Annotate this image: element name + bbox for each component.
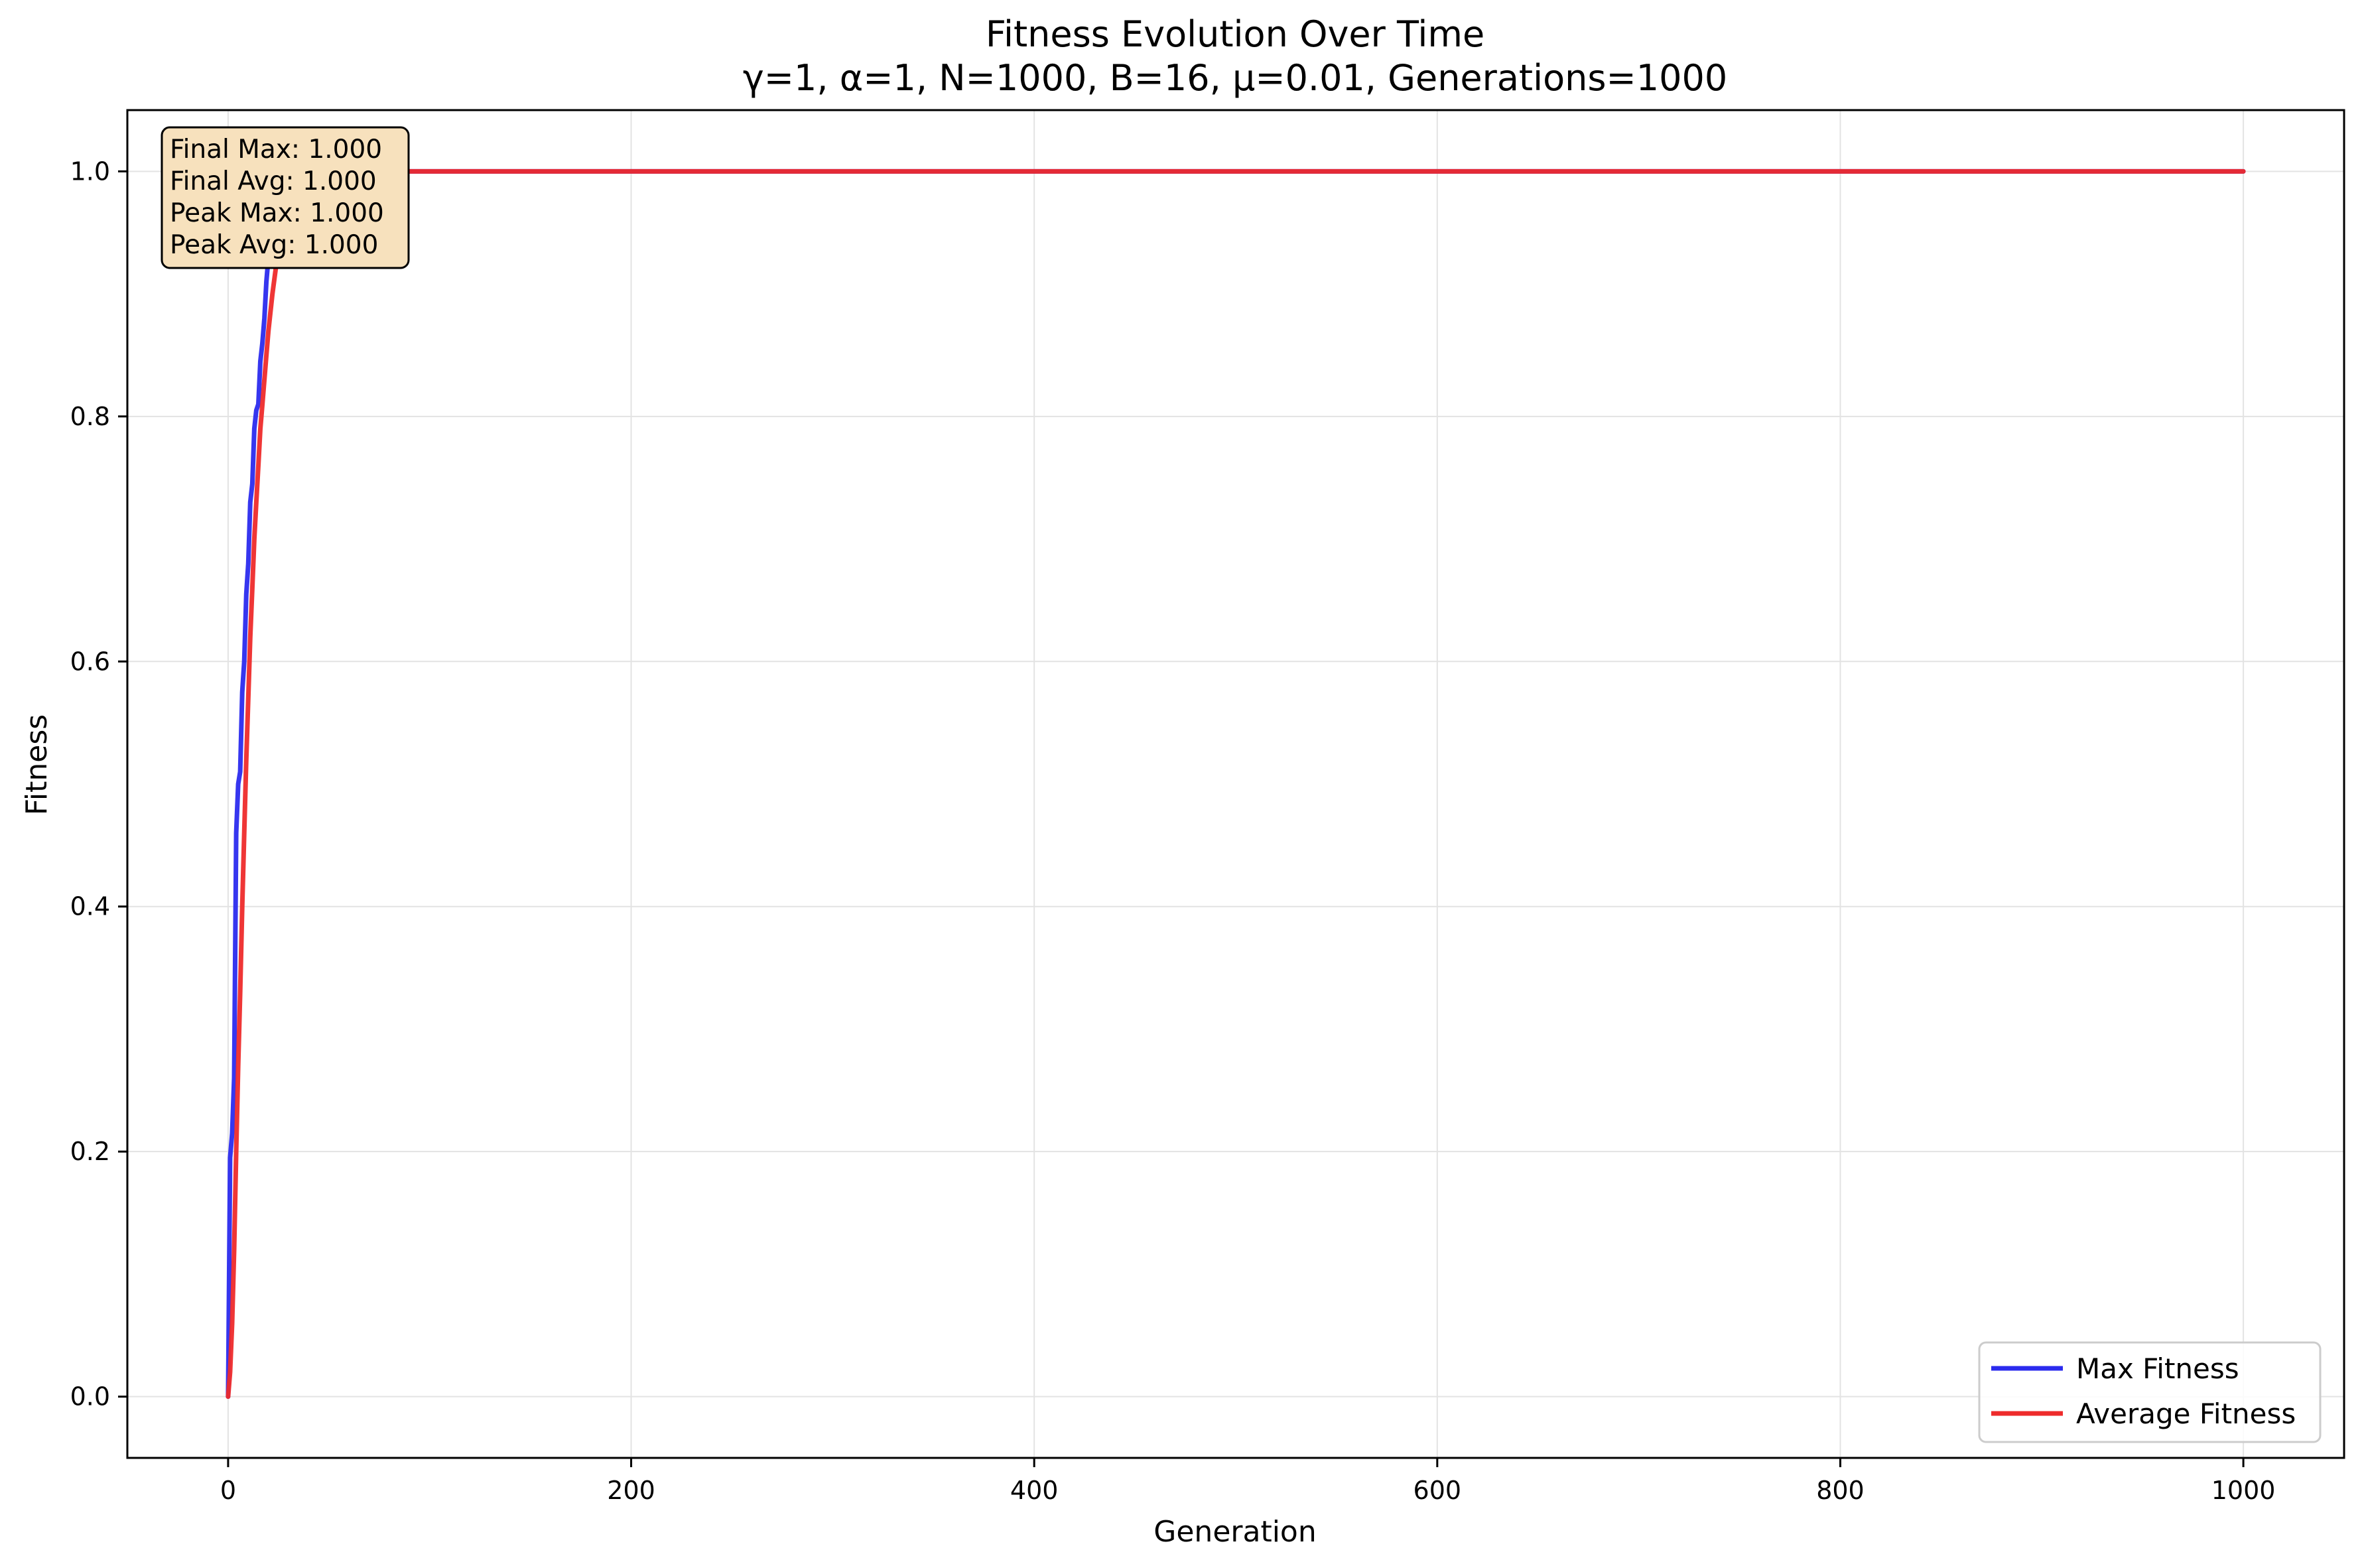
stats-box: Final Max: 1.000 Final Avg: 1.000 Peak M… [161,126,410,269]
legend-label-max-fitness: Max Fitness [2076,1352,2239,1385]
x-tick-label: 800 [1816,1476,1865,1505]
axis-ticks: 0 200 400 600 800 1000 0.0 0.2 0.4 0.6 0.8 1.0 [70,157,2276,1505]
y-tick-label: 0.0 [70,1382,110,1411]
x-axis-label: Generation [1153,1515,1316,1549]
plot-area-frame [126,109,2345,1459]
y-tick-label: 0.2 [70,1137,110,1166]
stats-peak-avg: Peak Avg: 1.000 [170,230,378,260]
chart-subtitle: γ=1, α=1, N=1000, B=16, μ=0.01, Generati… [743,57,1727,99]
stats-peak-max: Peak Max: 1.000 [170,198,384,228]
legend-box [1978,1341,2322,1443]
y-axis-label: Fitness [20,714,54,815]
legend-label-average-fitness: Average Fitness [2076,1398,2296,1430]
y-tick-label: 1.0 [70,157,110,186]
y-tick-label: 0.4 [70,892,110,921]
y-tick-label: 0.8 [70,402,110,431]
y-tick-label: 0.6 [70,647,110,676]
x-tick-label: 600 [1413,1476,1462,1505]
x-tick-label: 1000 [2211,1476,2276,1505]
stats-final-avg: Final Avg: 1.000 [170,166,377,196]
x-tick-label: 0 [220,1476,236,1505]
legend: Max Fitness Average Fitness [1978,1341,2322,1443]
stats-final-max: Final Max: 1.000 [170,135,382,164]
stats-box-background [161,126,410,269]
x-tick-label: 200 [607,1476,655,1505]
grid-lines [127,110,2344,1458]
chart-title: Fitness Evolution Over Time [986,13,1484,55]
x-tick-label: 400 [1010,1476,1059,1505]
